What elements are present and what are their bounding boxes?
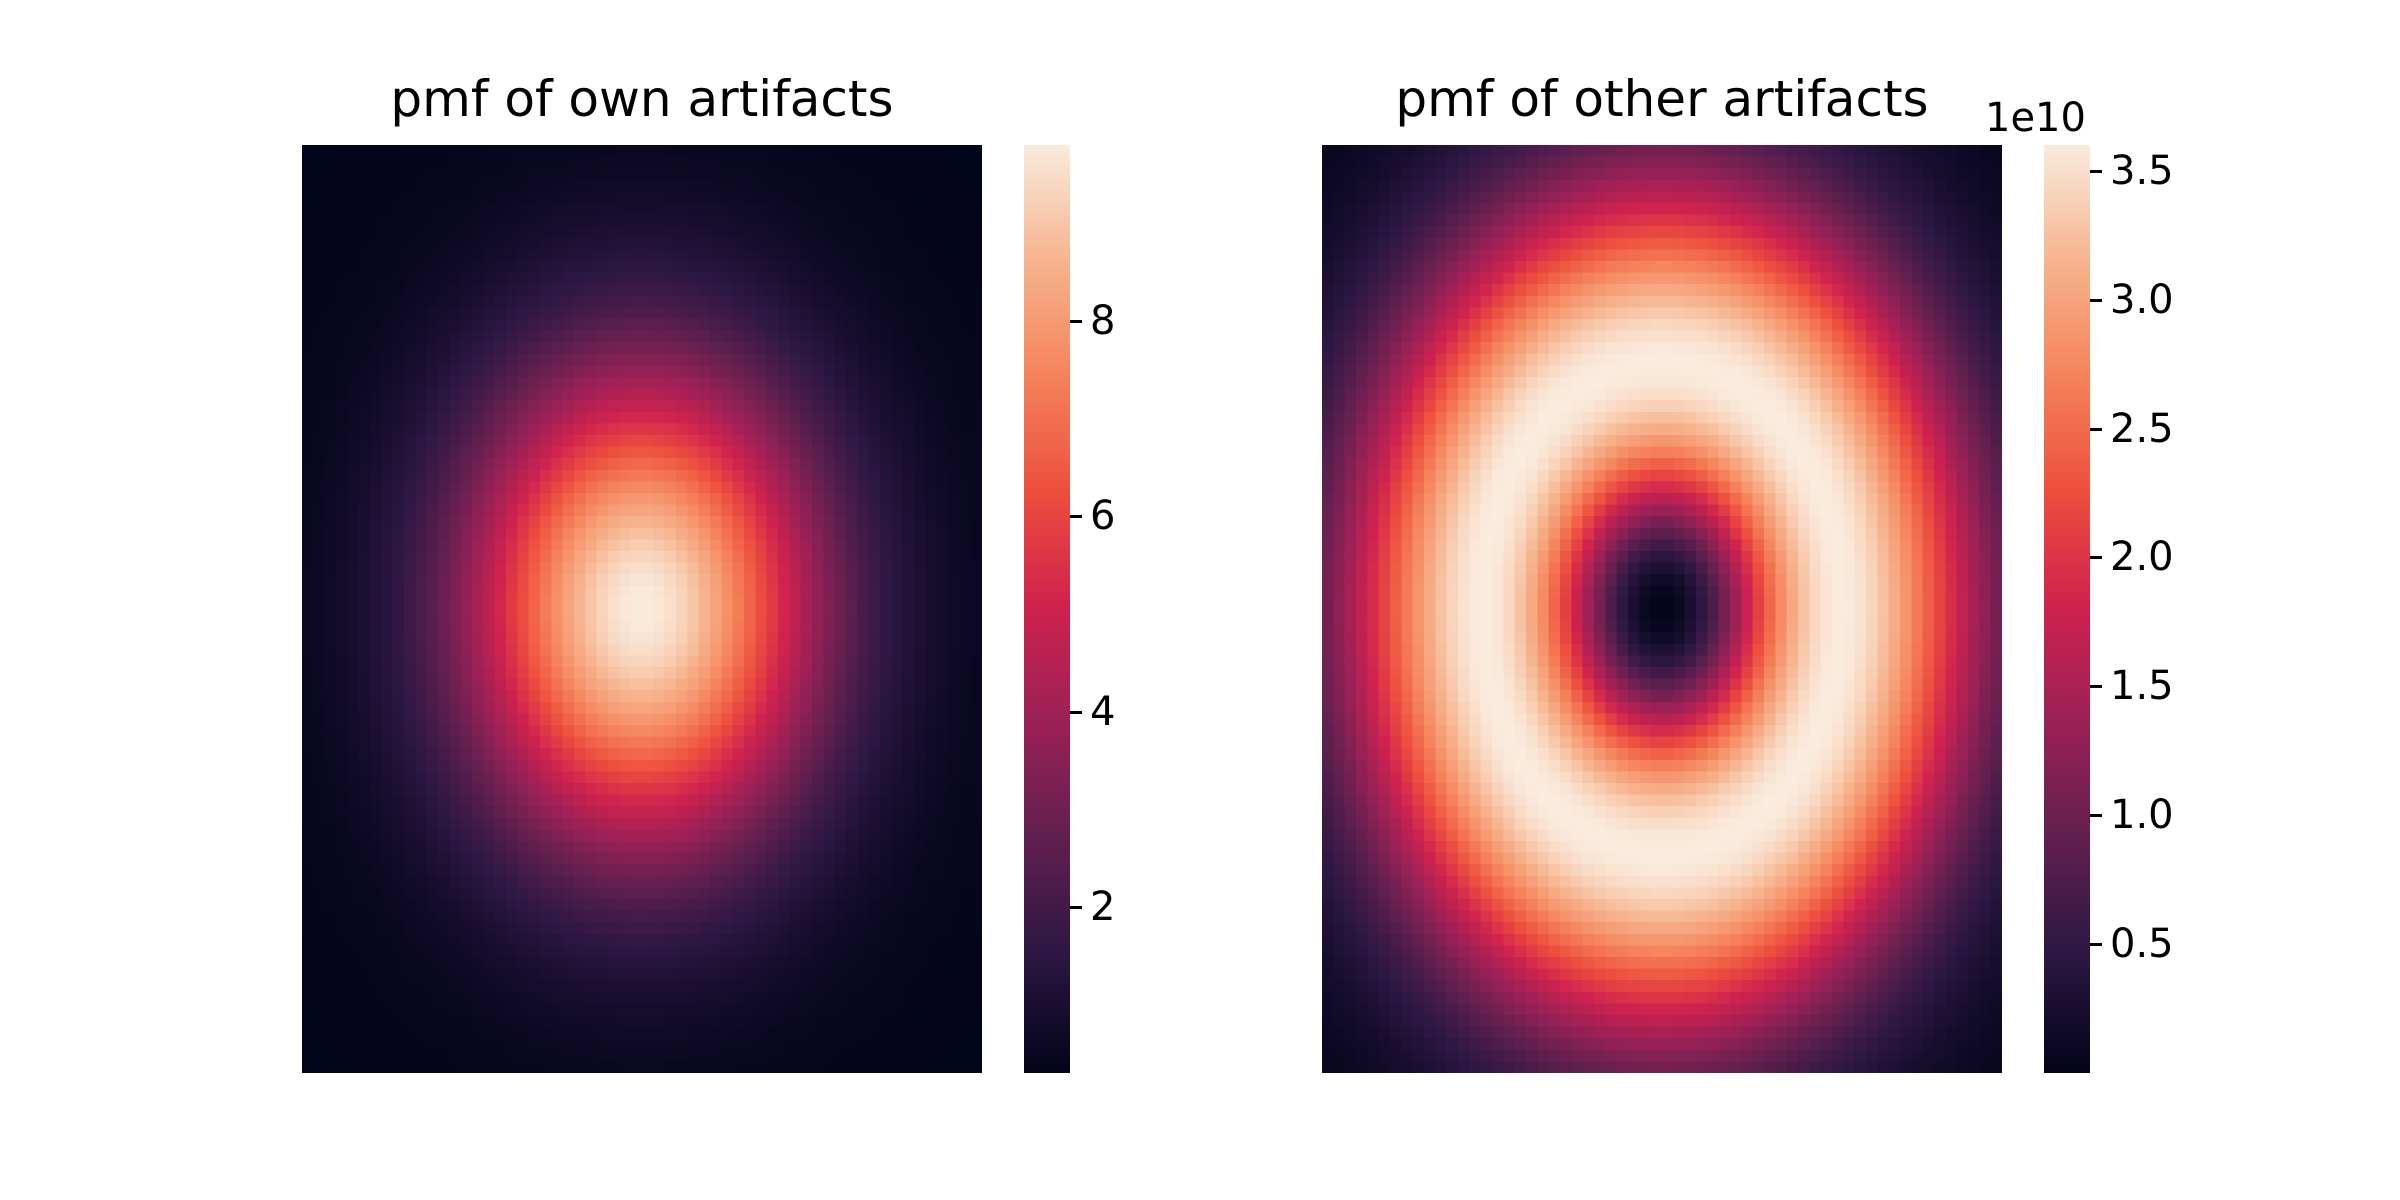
heatmap-other-artifacts (1322, 145, 2002, 1073)
tick-mark (1070, 905, 1082, 909)
tick-mark (2090, 298, 2102, 302)
tick-label: 1.0 (2110, 792, 2174, 839)
tick-label: 3.5 (2110, 147, 2174, 194)
colorbar-own (1024, 145, 1070, 1073)
tick-label: 2 (1090, 883, 1116, 930)
tick-label: 2.5 (2110, 405, 2174, 452)
heatmap-own-artifacts (302, 145, 982, 1073)
tick-label: 2.0 (2110, 534, 2174, 581)
tick-label: 6 (1090, 493, 1116, 540)
tick-mark (2090, 685, 2102, 689)
colorbar-ticks-other: 0.5 1.0 1.5 2.0 2.5 3.0 3.5 (2090, 145, 2250, 1073)
chart-title-own: pmf of own artifacts (390, 70, 894, 128)
tick-mark (2090, 943, 2102, 947)
tick-mark (1070, 515, 1082, 519)
tick-label: 4 (1090, 688, 1116, 735)
colorbar-ticks-own: 2 4 6 8 (1070, 145, 1230, 1073)
colorbar-offset-label: 1e10 (1985, 95, 2086, 141)
tick-mark (2090, 814, 2102, 818)
tick-label: 0.5 (2110, 921, 2174, 968)
tick-mark (2090, 556, 2102, 560)
tick-mark (1070, 710, 1082, 714)
tick-mark (1070, 319, 1082, 323)
tick-label: 8 (1090, 297, 1116, 344)
colorbar-other (2044, 145, 2090, 1073)
chart-title-other: pmf of other artifacts (1395, 70, 1929, 128)
tick-label: 3.0 (2110, 276, 2174, 323)
tick-mark (2090, 169, 2102, 173)
tick-label: 1.5 (2110, 663, 2174, 710)
tick-mark (2090, 427, 2102, 431)
